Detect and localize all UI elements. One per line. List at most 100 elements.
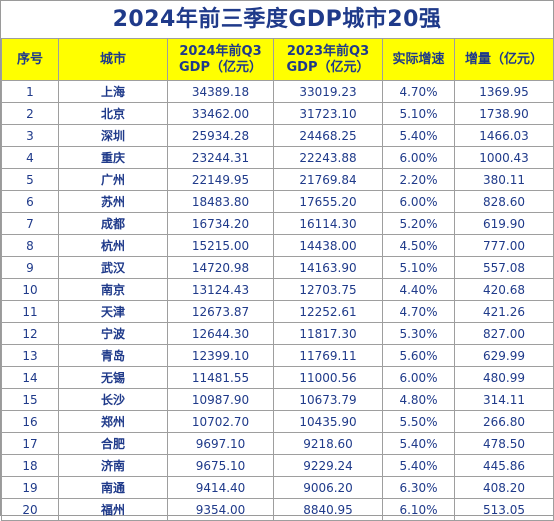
cell-growth: 5.40%	[382, 124, 455, 147]
cell-rank: 14	[1, 366, 59, 389]
cell-gdp2023: 33019.23	[273, 80, 383, 103]
cell-gdp2024: 10987.90	[167, 388, 274, 411]
cell-increase: 619.90	[454, 212, 554, 235]
cell-gdp2024: 9675.10	[167, 454, 274, 477]
cell-growth: 5.60%	[382, 344, 455, 367]
cell-gdp2024: 34389.18	[167, 80, 274, 103]
cell-gdp2024: 16734.20	[167, 212, 274, 235]
table-row: 18 济南 9675.10 9229.24 5.40% 445.86	[1, 454, 554, 477]
cell-gdp2023: 9218.60	[273, 432, 383, 455]
cell-gdp2023: 10673.79	[273, 388, 383, 411]
cell-gdp2023: 10435.90	[273, 410, 383, 433]
header-increase: 增量（亿元）	[454, 38, 554, 81]
cell-gdp2024: 18483.80	[167, 190, 274, 213]
table-row: 4 重庆 23244.31 22243.88 6.00% 1000.43	[1, 146, 554, 169]
cell-growth: 4.70%	[382, 300, 455, 323]
table-row: 2 北京 33462.00 31723.10 5.10% 1738.90	[1, 102, 554, 125]
cell-rank: 16	[1, 410, 59, 433]
cell-gdp2023: 17655.20	[273, 190, 383, 213]
table-row: 7 成都 16734.20 16114.30 5.20% 619.90	[1, 212, 554, 235]
cell-city: 苏州	[58, 190, 168, 213]
table-row: 14 无锡 11481.55 11000.56 6.00% 480.99	[1, 366, 554, 389]
cell-gdp2024: 12399.10	[167, 344, 274, 367]
cell-gdp2024: 33462.00	[167, 102, 274, 125]
cell-city: 武汉	[58, 256, 168, 279]
table-row: 20 福州 9354.00 8840.95 6.10% 513.05	[1, 498, 554, 521]
table-row: 15 长沙 10987.90 10673.79 4.80% 314.11	[1, 388, 554, 411]
cell-increase: 629.99	[454, 344, 554, 367]
cell-rank: 4	[1, 146, 59, 169]
cell-city: 南京	[58, 278, 168, 301]
cell-rank: 11	[1, 300, 59, 323]
cell-rank: 3	[1, 124, 59, 147]
cell-increase: 557.08	[454, 256, 554, 279]
cell-gdp2023: 16114.30	[273, 212, 383, 235]
cell-gdp2023: 31723.10	[273, 102, 383, 125]
cell-rank: 5	[1, 168, 59, 191]
cell-gdp2023: 11769.11	[273, 344, 383, 367]
cell-growth: 5.10%	[382, 256, 455, 279]
table-row: 9 武汉 14720.98 14163.90 5.10% 557.08	[1, 256, 554, 279]
header-gdp-2023-line2: GDP（亿元）	[286, 59, 370, 75]
cell-gdp2024: 13124.43	[167, 278, 274, 301]
cell-increase: 380.11	[454, 168, 554, 191]
cell-gdp2023: 12703.75	[273, 278, 383, 301]
cell-gdp2023: 11000.56	[273, 366, 383, 389]
cell-gdp2024: 12673.87	[167, 300, 274, 323]
table-row: 16 郑州 10702.70 10435.90 5.50% 266.80	[1, 410, 554, 433]
cell-rank: 17	[1, 432, 59, 455]
cell-rank: 6	[1, 190, 59, 213]
cell-gdp2024: 15215.00	[167, 234, 274, 257]
cell-increase: 1000.43	[454, 146, 554, 169]
cell-city: 深圳	[58, 124, 168, 147]
cell-city: 济南	[58, 454, 168, 477]
cell-increase: 1369.95	[454, 80, 554, 103]
cell-growth: 5.40%	[382, 454, 455, 477]
cell-rank: 1	[1, 80, 59, 103]
table-row: 10 南京 13124.43 12703.75 4.40% 420.68	[1, 278, 554, 301]
table-row: 3 深圳 25934.28 24468.25 5.40% 1466.03	[1, 124, 554, 147]
cell-growth: 5.40%	[382, 432, 455, 455]
cell-gdp2024: 14720.98	[167, 256, 274, 279]
cell-growth: 6.00%	[382, 366, 455, 389]
cell-increase: 480.99	[454, 366, 554, 389]
header-gdp-2023-line1: 2023年前Q3	[286, 43, 370, 59]
cell-rank: 18	[1, 454, 59, 477]
cell-growth: 2.20%	[382, 168, 455, 191]
table-row: 6 苏州 18483.80 17655.20 6.00% 828.60	[1, 190, 554, 213]
header-rank: 序号	[1, 38, 59, 81]
table-row: 1 上海 34389.18 33019.23 4.70% 1369.95	[1, 80, 554, 103]
cell-city: 南通	[58, 476, 168, 499]
cell-growth: 5.20%	[382, 212, 455, 235]
cell-city: 郑州	[58, 410, 168, 433]
header-gdp-2023: 2023年前Q3 GDP（亿元）	[273, 38, 383, 81]
cell-city: 青岛	[58, 344, 168, 367]
header-gdp-2024: 2024年前Q3 GDP（亿元）	[167, 38, 274, 81]
cell-increase: 445.86	[454, 454, 554, 477]
cell-city: 重庆	[58, 146, 168, 169]
cell-increase: 266.80	[454, 410, 554, 433]
cell-increase: 827.00	[454, 322, 554, 345]
table-row: 5 广州 22149.95 21769.84 2.20% 380.11	[1, 168, 554, 191]
table-body: 1 上海 34389.18 33019.23 4.70% 1369.95 2 北京 33462.…	[1, 80, 554, 521]
cell-gdp2024: 9697.10	[167, 432, 274, 455]
cell-increase: 1738.90	[454, 102, 554, 125]
cell-gdp2024: 11481.55	[167, 366, 274, 389]
header-gdp-2024-line2: GDP（亿元）	[179, 59, 262, 75]
cell-increase: 828.60	[454, 190, 554, 213]
header-growth: 实际增速	[382, 38, 455, 81]
cell-increase: 777.00	[454, 234, 554, 257]
cell-gdp2023: 9229.24	[273, 454, 383, 477]
cell-city: 福州	[58, 498, 168, 521]
cell-rank: 20	[1, 498, 59, 521]
cell-growth: 6.30%	[382, 476, 455, 499]
cell-gdp2023: 21769.84	[273, 168, 383, 191]
cell-gdp2024: 10702.70	[167, 410, 274, 433]
table-row: 12 宁波 12644.30 11817.30 5.30% 827.00	[1, 322, 554, 345]
cell-increase: 1466.03	[454, 124, 554, 147]
cell-gdp2023: 8840.95	[273, 498, 383, 521]
cell-city: 杭州	[58, 234, 168, 257]
cell-growth: 6.00%	[382, 146, 455, 169]
cell-city: 北京	[58, 102, 168, 125]
cell-rank: 15	[1, 388, 59, 411]
